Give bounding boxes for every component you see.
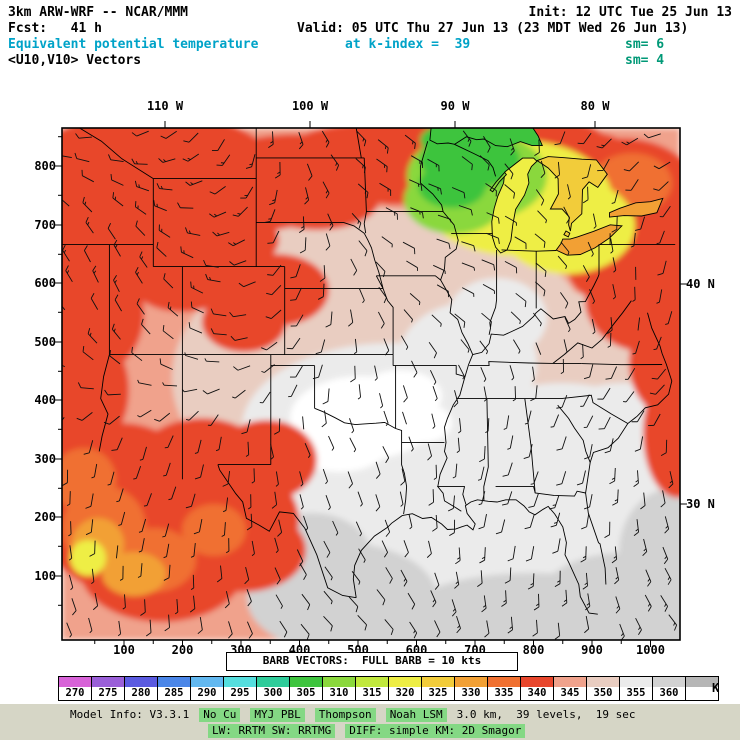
footer-chip: MYJ PBL <box>250 708 305 722</box>
colorbar-unit-label: K <box>712 681 720 695</box>
colorbar-cell: 350 <box>586 677 619 700</box>
latitude-label: 30 N <box>686 497 715 511</box>
colorbar-cell: 285 <box>157 677 190 700</box>
colorbar-cell: 320 <box>388 677 421 700</box>
colorbar-cell: 290 <box>190 677 223 700</box>
grid-y-label: 300 <box>34 452 56 466</box>
footer-line-2: LW: RRTM SW: RRTMG DIFF: simple KM: 2D Sm… <box>208 724 535 738</box>
colorbar-cell: 305 <box>289 677 322 700</box>
grid-x-label: 800 <box>522 643 545 657</box>
footer-line-1: Model Info: V3.3.1 No Cu MYJ PBL Thompson No… <box>70 708 645 722</box>
footer-chip: Thompson <box>314 708 376 722</box>
colorbar-cell: 355 <box>619 677 652 700</box>
colorbar-cell: 340 <box>520 677 553 700</box>
colorbar-cell: 295 <box>223 677 256 700</box>
longitude-label: 110 W <box>146 99 184 113</box>
longitude-label: 80 W <box>580 99 610 113</box>
longitude-label: 100 W <box>291 99 329 113</box>
footer-text: 3.0 km, 39 levels, 19 sec <box>456 708 636 721</box>
wind-barbs <box>62 130 678 640</box>
colorbar-cell: 270 <box>59 677 91 700</box>
colorbar-cell: 330 <box>454 677 487 700</box>
barb-legend: BARB VECTORS: FULL BARB = 10 kts <box>226 652 518 671</box>
smoothing-sm6: sm= 6 <box>625 37 665 52</box>
grid-y-label: 700 <box>34 218 56 232</box>
valid-time: Valid: 05 UTC Thu 27 Jun 13 (23 MDT Wed … <box>297 21 689 36</box>
footer-text: Model Info: V3.3.1 <box>70 708 190 721</box>
colorbar-cell: 280 <box>124 677 157 700</box>
footer-chip: No Cu <box>199 708 241 722</box>
grid-y-label: 500 <box>34 335 56 349</box>
field-level: at k-index = 39 <box>345 37 471 52</box>
colorbar: 270 275 280 285 290 295 300 305 310 315 320 325 330 3… <box>58 676 719 701</box>
colorbar-cell: 335 <box>487 677 520 700</box>
model-title: 3km ARW-WRF -- NCAR/MMM <box>8 5 189 20</box>
field-name: Equivalent potential temperature <box>8 37 259 52</box>
grid-y-label: 400 <box>34 393 56 407</box>
colorbar-cell: 310 <box>322 677 355 700</box>
colorbar-cell: 345 <box>553 677 586 700</box>
smoothing-sm4: sm= 4 <box>625 53 665 68</box>
footer-chip: Noah LSM <box>385 708 447 722</box>
map-frame <box>55 121 687 647</box>
great-lakes <box>429 128 664 256</box>
coastline <box>352 312 673 615</box>
grid-x-label: 100 <box>113 643 135 657</box>
grid-x-label: 1000 <box>636 643 665 657</box>
vector-field-name: <U10,V10> Vectors <box>8 53 142 68</box>
longitude-label: 90 W <box>440 99 470 113</box>
init-time: Init: 12 UTC Tue 25 Jun 13 <box>528 5 733 20</box>
grid-y-label: 200 <box>34 510 56 524</box>
model-info-footer: Model Info: V3.3.1 No Cu MYJ PBL Thompson No… <box>0 704 740 740</box>
footer-chip: LW: RRTM SW: RRTMG <box>208 724 336 738</box>
forecast-hour: Fcst: 41 h <box>8 21 102 36</box>
colorbar-cell: 275 <box>91 677 124 700</box>
colorbar-cell: 315 <box>355 677 388 700</box>
colorbar-cell <box>685 677 718 700</box>
latitude-label: 40 N <box>686 277 715 291</box>
grid-y-label: 800 <box>34 159 56 173</box>
grid-y-label: 100 <box>34 569 56 583</box>
state-borders <box>62 128 676 599</box>
grid-x-label: 200 <box>171 643 194 657</box>
grid-x-label: 900 <box>581 643 603 657</box>
colorbar-cell: 300 <box>256 677 289 700</box>
grid-y-label: 600 <box>34 276 56 290</box>
map-plot <box>55 121 687 647</box>
colorbar-cell: 360 <box>652 677 685 700</box>
colorbar-cell: 325 <box>421 677 454 700</box>
footer-chip: DIFF: simple KM: 2D Smagor <box>345 724 526 738</box>
